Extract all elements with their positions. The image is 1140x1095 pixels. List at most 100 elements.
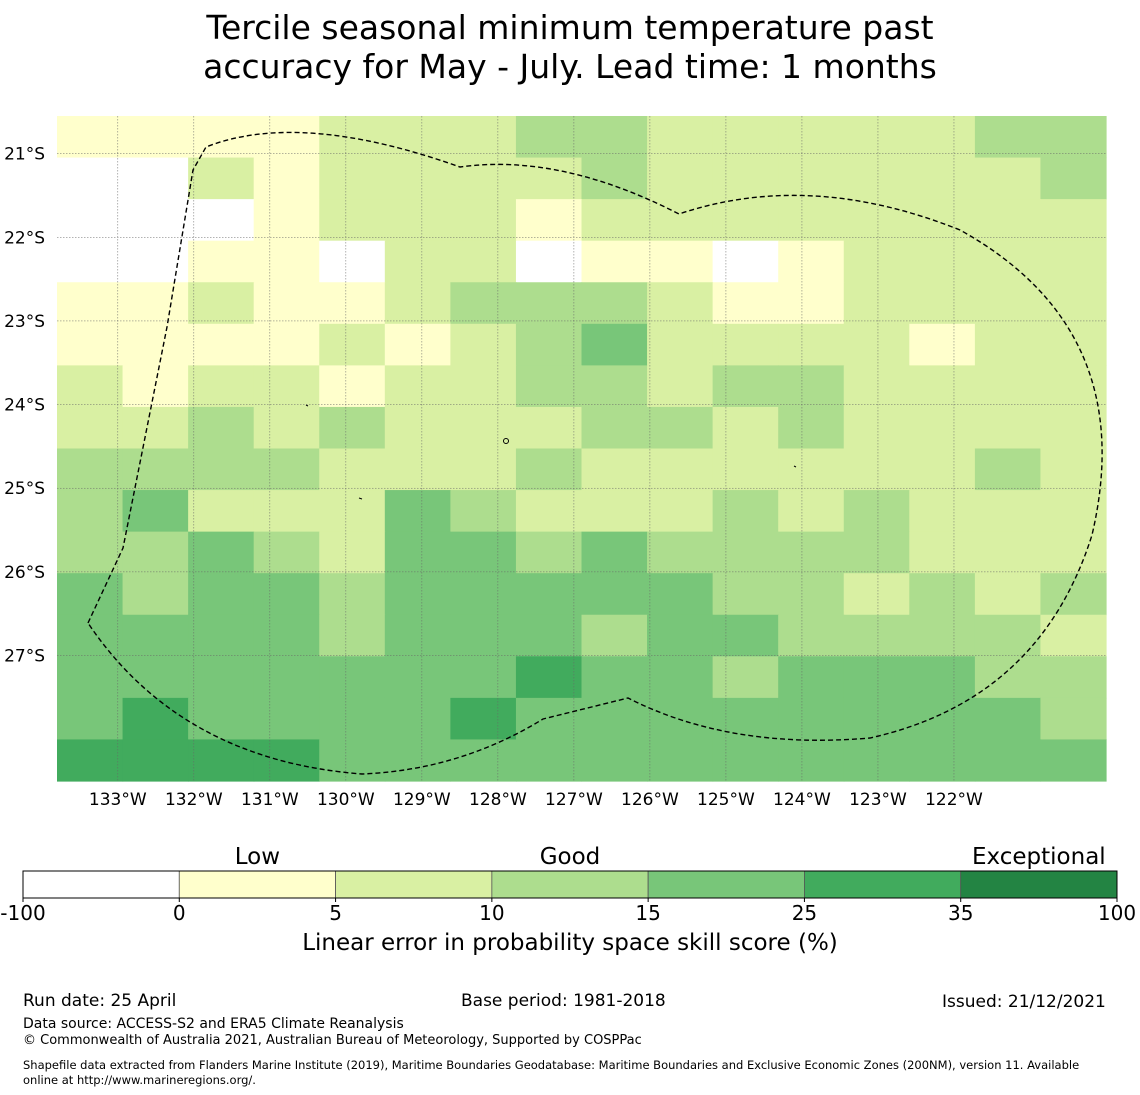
grid-cell bbox=[1040, 697, 1107, 741]
grid-cell bbox=[974, 490, 1042, 533]
grid-cell bbox=[1040, 531, 1107, 574]
grid-cell bbox=[974, 739, 1042, 782]
grid-cell bbox=[909, 490, 976, 533]
grid-cell bbox=[778, 739, 845, 782]
grid-cell bbox=[384, 490, 451, 533]
grid-cell bbox=[122, 573, 189, 616]
grid-cell bbox=[1040, 365, 1107, 408]
grid-cell bbox=[57, 739, 124, 782]
colorbar-segment bbox=[22, 870, 180, 899]
grid-cell bbox=[843, 656, 910, 699]
grid-cell bbox=[319, 282, 386, 325]
lat-tick-label: 25°S bbox=[4, 479, 45, 499]
grid-cell bbox=[253, 282, 320, 325]
lat-tick-label: 27°S bbox=[4, 647, 45, 667]
grid-cell bbox=[384, 448, 451, 491]
grid-cell bbox=[909, 240, 976, 283]
grid-cell bbox=[122, 531, 189, 574]
grid-cell bbox=[1040, 240, 1107, 283]
grid-cell bbox=[515, 323, 583, 366]
grid-cell bbox=[57, 116, 124, 159]
lon-tick-label: 129°W bbox=[393, 790, 451, 810]
grid-cell bbox=[909, 697, 976, 741]
grid-cell bbox=[122, 157, 189, 200]
grid-cell bbox=[450, 240, 517, 283]
grid-cell bbox=[581, 490, 648, 533]
colorbar-tick-label: -100 bbox=[0, 901, 45, 925]
grid-cell bbox=[778, 116, 845, 159]
grid-cell bbox=[843, 490, 910, 533]
grid-cell bbox=[843, 448, 910, 491]
grid-cell bbox=[450, 614, 517, 657]
grid-cell bbox=[843, 406, 910, 450]
grid-cell bbox=[909, 656, 976, 699]
grid-cell bbox=[909, 406, 976, 450]
grid-cell bbox=[1040, 199, 1107, 242]
grid-cell bbox=[712, 490, 779, 533]
grid-cell bbox=[712, 116, 779, 159]
grid-cell bbox=[188, 573, 255, 616]
grid-cell bbox=[647, 614, 714, 657]
data-source: Data source: ACCESS-S2 and ERA5 Climate … bbox=[23, 1016, 404, 1032]
grid-cell bbox=[712, 448, 779, 491]
grid-cell bbox=[57, 573, 124, 616]
colorbar-tick-label: 25 bbox=[792, 901, 817, 925]
grid-cell bbox=[843, 323, 910, 366]
colorbar-segment bbox=[335, 870, 493, 899]
grid-cell bbox=[122, 490, 189, 533]
grid-cell bbox=[450, 448, 517, 491]
grid-cell bbox=[647, 282, 714, 325]
grid-cell bbox=[188, 531, 255, 574]
grid-cell bbox=[778, 614, 845, 657]
grid-cell bbox=[515, 406, 583, 450]
grid-cell bbox=[253, 240, 320, 283]
lon-tick-label: 131°W bbox=[241, 790, 299, 810]
grid-cell bbox=[515, 365, 583, 408]
grid-cell bbox=[515, 199, 583, 242]
grid-cell bbox=[253, 406, 320, 450]
grid-cell bbox=[1040, 656, 1107, 699]
grid-cell bbox=[384, 282, 451, 325]
grid-cell bbox=[1040, 739, 1107, 782]
grid-cell bbox=[1040, 573, 1107, 616]
grid-cell bbox=[843, 282, 910, 325]
grid-cell bbox=[319, 531, 386, 574]
grid-cell bbox=[712, 573, 779, 616]
grid-cell bbox=[712, 614, 779, 657]
grid-cell bbox=[778, 406, 845, 450]
grid-cell bbox=[843, 157, 910, 200]
grid-cell bbox=[319, 406, 386, 450]
colorbar-category-label: Exceptional bbox=[972, 844, 1106, 870]
grid-cell bbox=[122, 406, 189, 450]
grid-cell bbox=[647, 157, 714, 200]
grid-cell bbox=[450, 573, 517, 616]
grid-cell bbox=[909, 614, 976, 657]
grid-cell bbox=[57, 199, 124, 242]
lon-tick-label: 126°W bbox=[621, 790, 679, 810]
island bbox=[793, 465, 797, 468]
colorbar-segment bbox=[804, 870, 962, 899]
grid-cell bbox=[450, 365, 517, 408]
grid-cell bbox=[515, 531, 583, 574]
colorbar-tick-label: 35 bbox=[948, 901, 973, 925]
grid-cell bbox=[581, 282, 648, 325]
island bbox=[305, 404, 309, 407]
grid-cell bbox=[909, 448, 976, 491]
grid-cell bbox=[1040, 406, 1107, 450]
grid-cell bbox=[515, 240, 583, 283]
grid-cell bbox=[647, 531, 714, 574]
colorbar-tick-label: 5 bbox=[329, 901, 342, 925]
grid-cell bbox=[909, 573, 976, 616]
grid-cell bbox=[188, 199, 255, 242]
grid-cell bbox=[581, 406, 648, 450]
grid-cell bbox=[122, 448, 189, 491]
grid-cell bbox=[57, 323, 124, 366]
grid-cell bbox=[712, 739, 779, 782]
grid-cell bbox=[1040, 614, 1107, 657]
map-title: Tercile seasonal minimum temperature pas… bbox=[0, 8, 1140, 86]
grid-cell bbox=[581, 656, 648, 699]
lat-tick-label: 24°S bbox=[4, 396, 45, 416]
grid-cell bbox=[843, 531, 910, 574]
islands bbox=[305, 404, 797, 500]
grid-cell bbox=[515, 573, 583, 616]
